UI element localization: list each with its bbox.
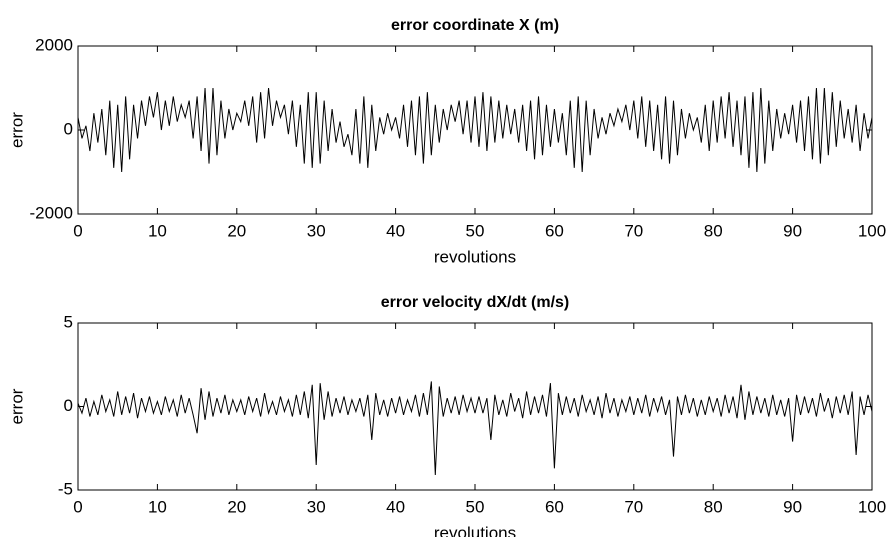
chart-title: error coordinate X (m) [391,17,559,34]
y-tick-label: -5 [58,479,73,498]
x-tick-label: 20 [227,221,246,240]
x-tick-label: 70 [624,497,643,516]
y-tick-label: 2000 [35,35,73,54]
x-tick-label: 0 [73,497,82,516]
x-tick-label: 60 [545,497,564,516]
y-axis-label: error [7,112,26,148]
x-tick-label: 90 [783,497,802,516]
y-tick-label: 0 [64,396,73,415]
y-tick-label: -2000 [30,203,73,222]
data-line [77,381,873,475]
axes-frame [77,322,873,491]
x-tick-label: 10 [148,221,167,240]
x-tick-label: 40 [386,221,405,240]
x-tick-label: 100 [858,221,886,240]
x-axis-label: revolutions [434,247,516,266]
y-axis-label: error [7,388,26,424]
x-tick-label: 80 [704,221,723,240]
x-tick-label: 40 [386,497,405,516]
x-tick-label: 80 [704,497,723,516]
x-tick-label: 60 [545,221,564,240]
x-tick-label: 20 [227,497,246,516]
x-tick-label: 70 [624,221,643,240]
x-tick-label: 30 [307,221,326,240]
x-tick-label: 30 [307,497,326,516]
axes-frame [77,45,873,215]
y-tick-label: 5 [64,312,73,331]
x-tick-label: 10 [148,497,167,516]
x-axis-label: revolutions [434,523,516,537]
chart-title: error velocity dX/dt (m/s) [381,294,570,311]
x-tick-label: 90 [783,221,802,240]
x-tick-label: 0 [73,221,82,240]
x-tick-label: 100 [858,497,886,516]
x-tick-label: 50 [466,221,485,240]
x-tick-label: 50 [466,497,485,516]
y-tick-label: 0 [64,119,73,138]
data-line [77,87,873,173]
